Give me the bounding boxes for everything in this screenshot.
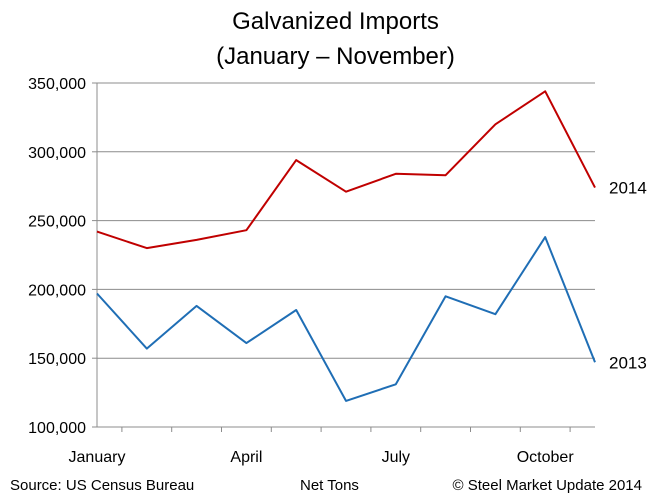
source-note: Source: US Census Bureau [10,477,195,494]
gridlines [97,82,595,359]
series-label-2013: 2013 [609,353,647,372]
y-tick-label: 250,000 [28,214,86,231]
x-tick-label: April [230,449,262,466]
series-label-2014: 2014 [609,179,647,198]
chart-title: Galvanized Imports [232,8,439,35]
x-tick-labels: January April July October [69,449,575,466]
x-tick-label: October [517,449,575,466]
units-note: Net Tons [300,477,359,494]
x-tick-label: January [69,449,126,466]
series-line-2013 [96,236,596,402]
y-tick-label: 200,000 [28,282,86,299]
y-tick-label: 100,000 [28,420,86,437]
y-tick-label: 350,000 [28,76,86,93]
y-tick-label: 300,000 [28,145,86,162]
series-end-labels: 2014 2013 [609,179,647,373]
axes [92,82,595,432]
credit-note: © Steel Market Update 2014 [452,477,643,494]
series-lines [96,90,596,402]
x-tick-label: July [382,449,410,466]
y-tick-labels: 100,000 150,000 200,000 250,000 300,000 350,0… [28,76,86,437]
series-line-2014 [96,90,596,250]
chart-subtitle: (January – November) [216,43,455,70]
y-tick-label: 150,000 [28,351,86,368]
